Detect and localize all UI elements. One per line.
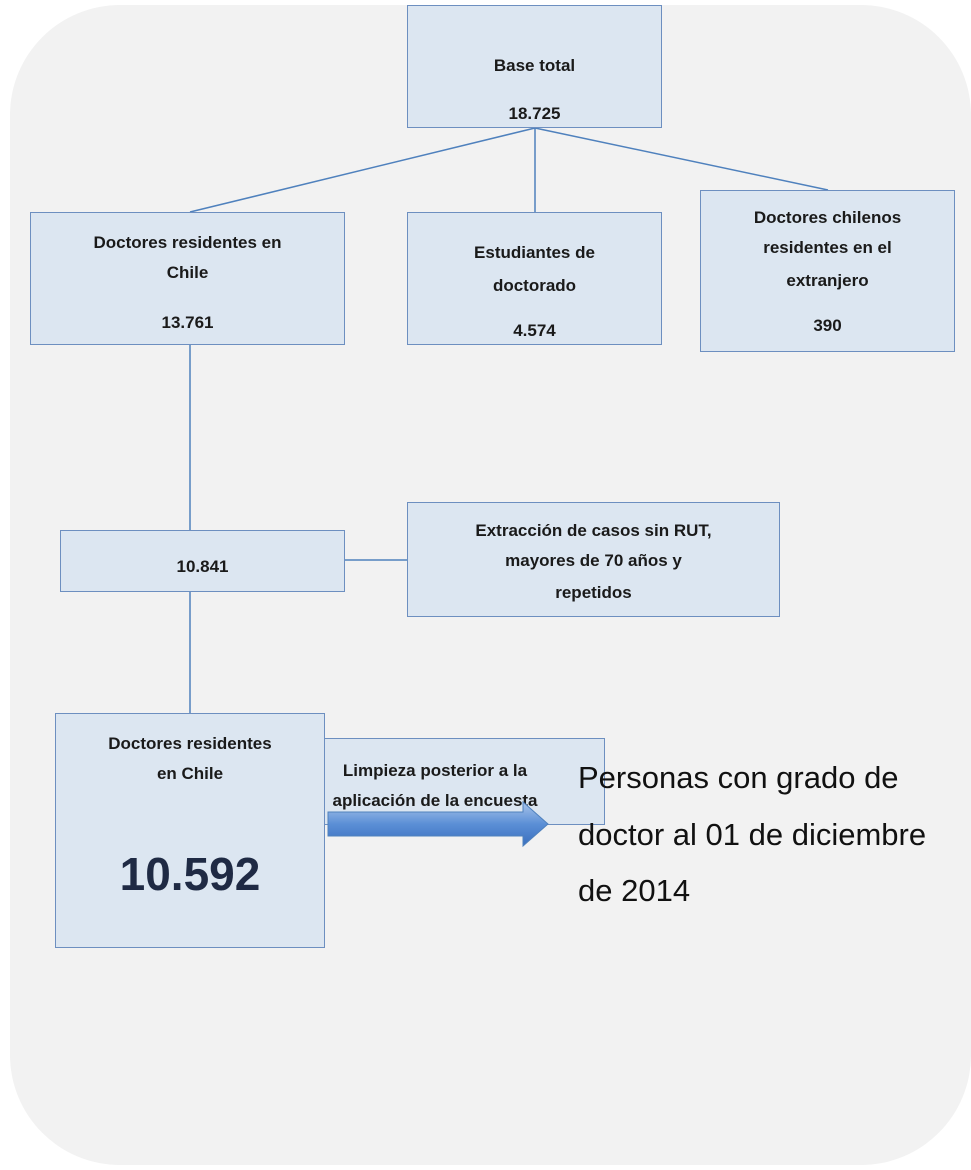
arrow <box>327 800 549 848</box>
node-value: 10.592 <box>119 848 261 900</box>
note-line: doctor al 01 de diciembre <box>578 817 927 852</box>
node-value: 13.761 <box>161 313 214 332</box>
node-label: repetidos <box>555 583 632 602</box>
node-label: Chile <box>166 263 209 282</box>
node-label: Extracción de casos sin RUT, <box>475 521 712 540</box>
node-value: 390 <box>813 316 842 335</box>
node-label: Doctores residentes <box>108 734 272 753</box>
node-label: Base total <box>493 56 576 75</box>
node-box: Doctores chilenos residentes en el extranj… <box>700 190 955 352</box>
node-label: mayores de 70 años y <box>505 551 682 570</box>
connector <box>534 127 829 191</box>
node-label: Limpieza posterior a la <box>342 761 528 780</box>
node-value: 4.574 <box>513 321 556 340</box>
note-line: Personas con grado de <box>578 760 899 795</box>
node-label: en Chile <box>156 764 224 783</box>
node-value: 10.841 <box>176 557 229 576</box>
node-label: Doctores chilenos <box>753 208 902 227</box>
node-box: Estudiantes de doctorado 4.574 <box>407 212 662 345</box>
node-label: aplicación de la encuesta <box>332 791 538 810</box>
node-box: Doctores residentes en Chile 10.592 <box>55 713 325 948</box>
note-line: de 2014 <box>578 873 691 908</box>
node-value: 18.725 <box>508 104 561 123</box>
node-label: extranjero <box>786 271 869 290</box>
node-box: Doctores residentes en Chile 13.761 <box>30 212 345 345</box>
node-box: Base total 18.725 <box>407 5 662 128</box>
node-label: doctorado <box>492 276 577 295</box>
node-box: 10.841 <box>60 530 345 592</box>
node-label: Doctores residentes en <box>93 233 282 252</box>
connector <box>189 127 536 213</box>
node-label: residentes en el <box>763 238 892 257</box>
node-box: Extracción de casos sin RUT, mayores de 7… <box>407 502 780 617</box>
node-label: Estudiantes de <box>474 243 595 262</box>
